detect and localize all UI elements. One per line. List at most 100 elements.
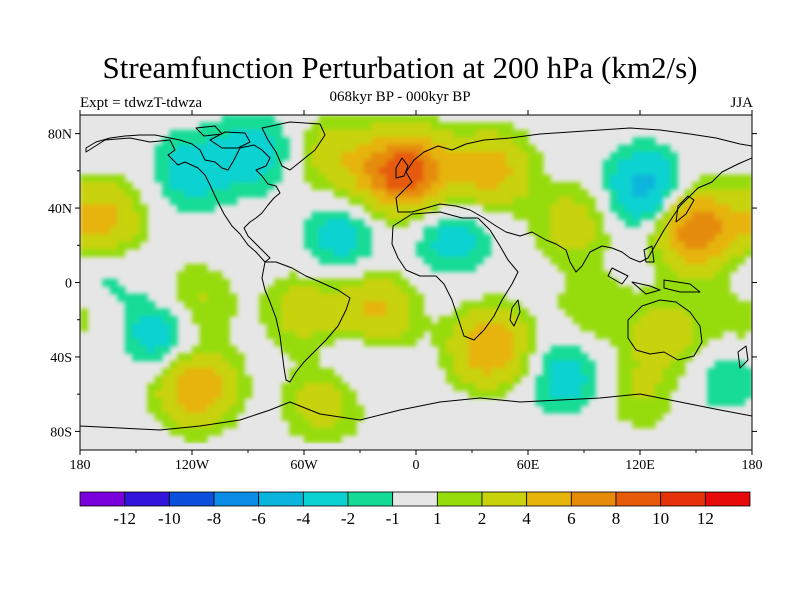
field-cell [453,345,462,354]
field-cell [318,137,327,146]
field-cell [356,159,365,168]
field-cell [363,152,372,161]
field-cell [438,338,447,347]
field-cell [393,196,402,205]
field-cell [378,286,387,295]
field-cell [221,345,230,354]
field-cell [124,182,133,191]
field-cell [304,345,313,354]
field-cell [281,301,290,310]
field-cell [87,234,96,243]
field-cell [408,316,417,325]
field-cell [401,323,410,332]
field-cell [707,271,716,280]
field-cell [199,159,208,168]
field-cell [169,330,178,339]
field-cell [550,204,559,213]
field-cell [640,375,649,384]
field-cell [498,345,507,354]
field-cell [221,174,230,183]
field-cell [707,286,716,295]
field-cell [475,383,484,392]
field-cell [296,301,305,310]
field-cell [341,427,350,436]
field-cell [221,301,230,310]
field-cell [386,144,395,153]
field-cell [214,375,223,384]
field-cell [304,152,313,161]
field-cell [162,174,171,183]
field-cell [408,167,417,176]
field-cell [311,278,320,287]
field-cell [438,256,447,265]
field-cell [281,308,290,317]
field-cell [617,196,626,205]
field-cell [199,182,208,191]
field-cell [684,286,693,295]
field-cell [490,375,499,384]
field-cell [625,196,634,205]
field-cell [386,129,395,138]
field-cell [453,219,462,228]
field-cell [445,353,454,362]
field-cell [475,360,484,369]
field-cell [169,420,178,429]
field-cell [378,167,387,176]
field-cell [206,397,215,406]
field-cell [498,360,507,369]
field-cell [483,234,492,243]
field-cell [580,204,589,213]
field-cell [87,241,96,250]
field-cell [617,368,626,377]
field-cell [662,182,671,191]
field-cell [147,316,156,325]
field-cell [438,196,447,205]
field-cell [356,293,365,302]
field-cell [318,211,327,220]
field-cell [460,234,469,243]
field-cell [192,137,201,146]
field-cell [483,122,492,131]
colorbar-swatch [392,491,438,507]
field-cell [251,122,260,131]
field-cell [206,338,215,347]
field-cell [229,293,238,302]
field-cell [318,256,327,265]
field-cell [341,189,350,198]
field-cell [393,137,402,146]
field-cell [438,234,447,243]
field-cell [177,144,186,153]
field-cell [677,226,686,235]
field-cell [333,420,342,429]
field-cell [386,115,395,124]
field-cell [266,152,275,161]
field-cell [453,196,462,205]
field-cell [259,144,268,153]
colorbar-label: -10 [158,509,181,528]
field-cell [632,405,641,414]
field-cell [229,159,238,168]
field-cell [572,204,581,213]
field-cell [542,211,551,220]
field-cell [259,115,268,124]
field-cell [416,316,425,325]
field-cell [729,196,738,205]
field-cell [311,249,320,258]
field-cell [722,323,731,332]
field-cell [460,330,469,339]
field-cell [184,368,193,377]
field-cell [236,159,245,168]
field-cell [318,234,327,243]
field-cell [318,167,327,176]
field-cell [580,256,589,265]
field-cell [184,412,193,421]
field-cell [610,152,619,161]
field-cell [557,301,566,310]
field-cell [535,204,544,213]
field-cell [154,159,163,168]
field-cell [416,144,425,153]
field-cell [513,375,522,384]
field-cell [318,323,327,332]
field-cell [430,249,439,258]
field-cell [490,293,499,302]
